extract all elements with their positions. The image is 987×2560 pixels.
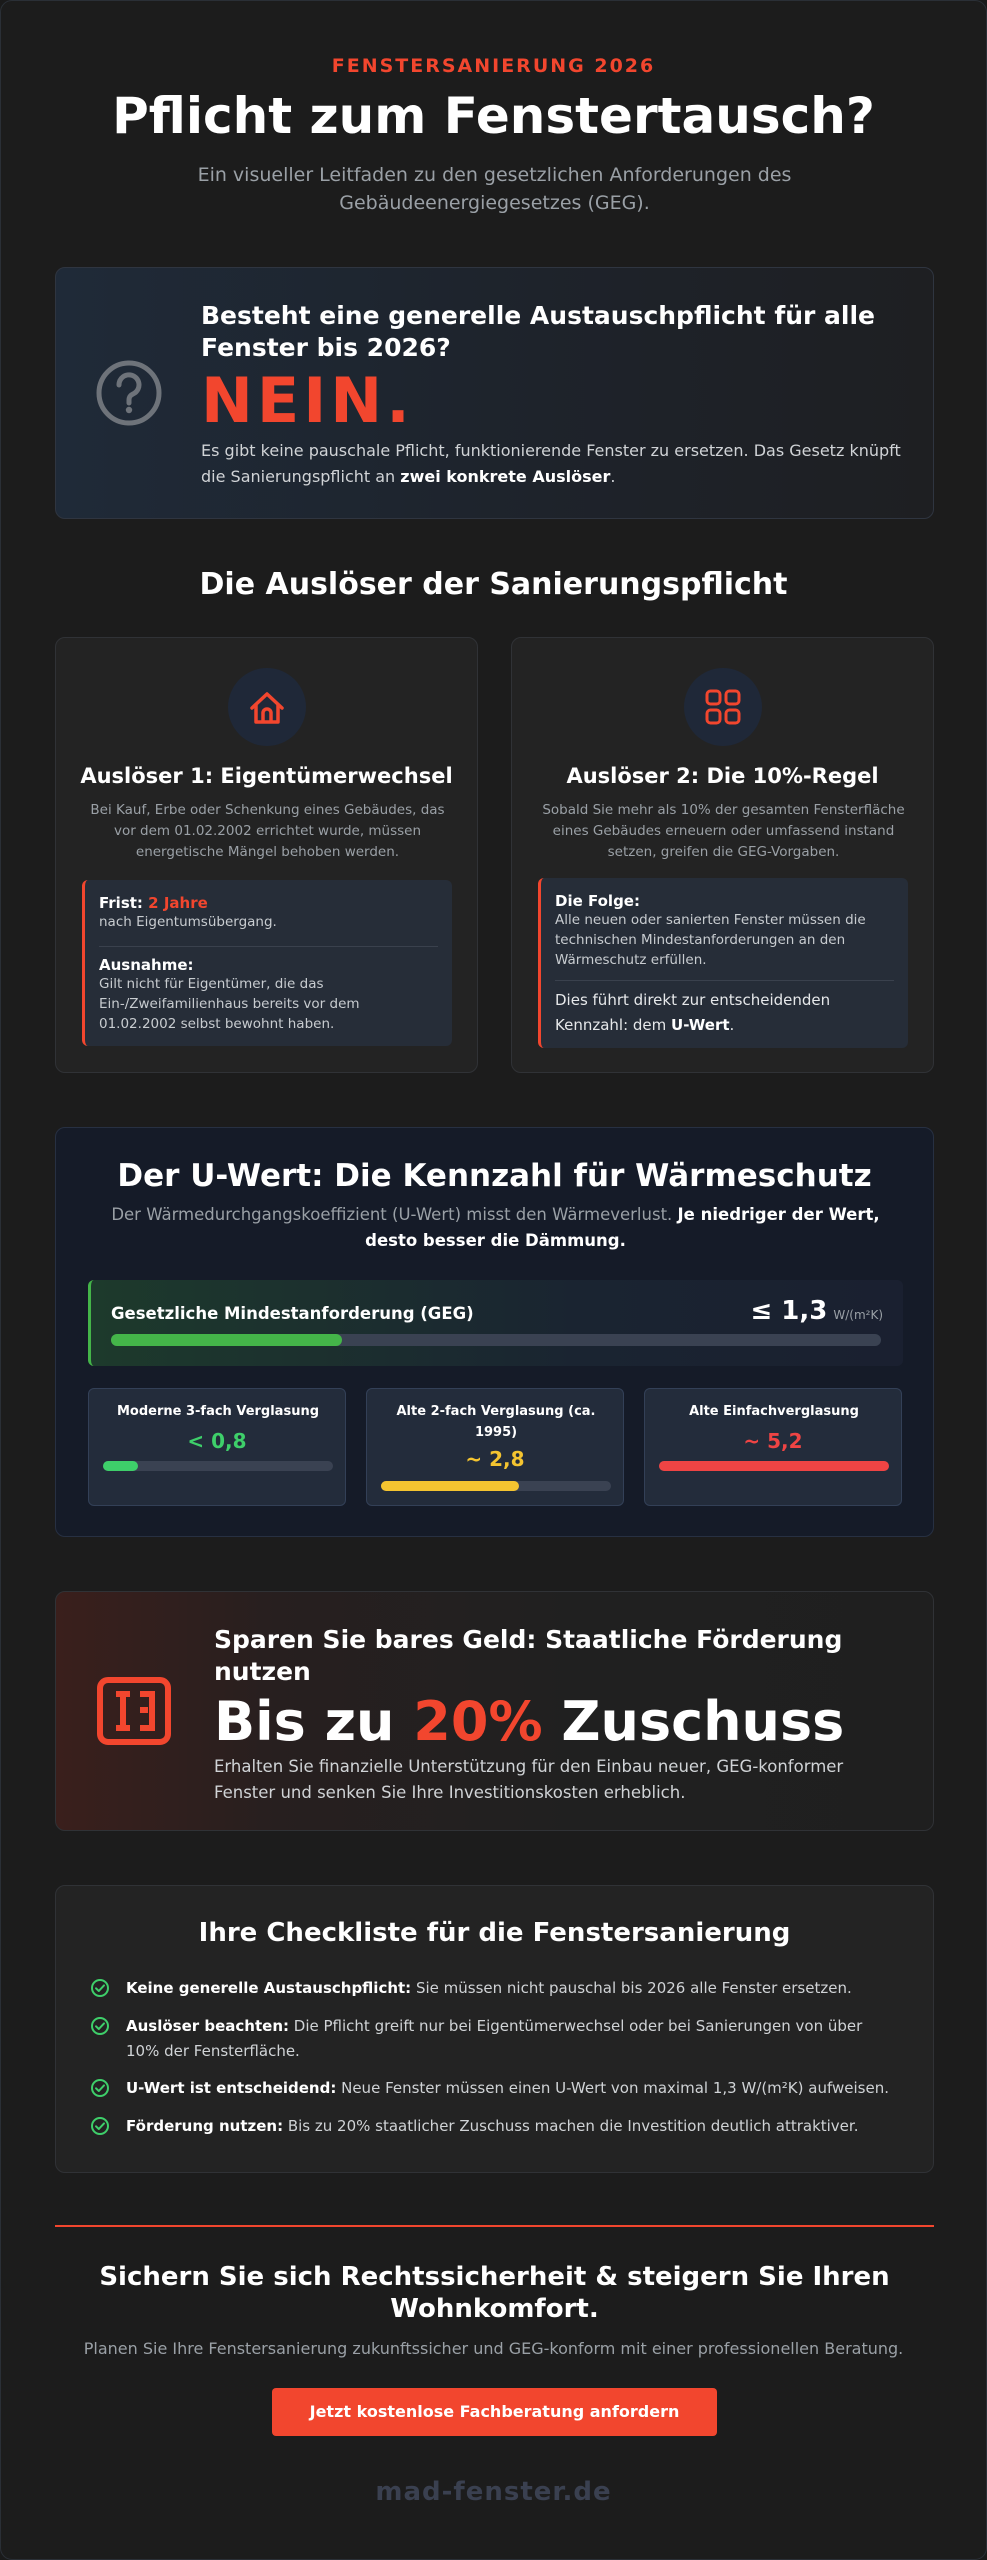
footer-divider [55, 2225, 934, 2227]
uwert-card-label: Alte Einfachverglasung [689, 1404, 859, 1419]
funding-headline: Bis zu 20% Zuschuss [214, 1690, 845, 1753]
subsidy-icon [97, 1677, 171, 1745]
uwert-card-bar-track [381, 1481, 611, 1491]
trigger-description: Bei Kauf, Erbe oder Schenkung eines Gebä… [90, 802, 445, 860]
funding-card: Sparen Sie bares Geld: Staatliche Förder… [55, 1591, 934, 1831]
uwert-card-label: Moderne 3-fach Verglasung [116, 1404, 320, 1419]
trigger-title: Auslöser 2: Die 10%-Regel [566, 764, 879, 788]
answer-text: Es gibt keine pauschale Pflicht, funktio… [201, 441, 901, 486]
uwert-title: Der U-Wert: Die Kennzahl für Wärmeschutz [117, 1158, 872, 1194]
checklist-text: Förderung nutzen: Bis zu 20% staatlicher… [126, 2117, 859, 2135]
page-title: Pflicht zum Fenstertausch? [112, 87, 875, 145]
answer-question: Besteht eine generelle Austauschpflicht … [201, 301, 875, 362]
uwert-card-value: < 0,8 [187, 1429, 247, 1453]
uwert-card-value: ~ 2,8 [465, 1447, 525, 1471]
uwert-card-bar-fill [659, 1461, 889, 1471]
exception-label: Ausnahme: [99, 956, 194, 974]
box-divider [555, 980, 894, 981]
consequence-text: Alle neuen oder sanierten Fenster müssen… [555, 912, 866, 968]
uwert-card-bar-fill [103, 1461, 138, 1471]
trigger-card-owner-change: Auslöser 1: Eigentümerwechsel Bei Kauf, … [55, 637, 478, 1073]
checklist-text: Auslöser beachten: Die Pflicht greift nu… [126, 2017, 863, 2060]
geg-value: ≤ 1,3 W/(m²K) [750, 1296, 883, 1326]
triggers-section-title: Die Auslöser der Sanierungspflicht [199, 567, 788, 602]
trigger-icon-circle [684, 668, 762, 746]
check-circle-icon [91, 2117, 109, 2135]
checklist-title: Ihre Checkliste für die Fenstersanierung [198, 1918, 791, 1948]
answer-verdict: NEIN. [201, 364, 414, 437]
eyebrow: FENSTERSANIERUNG 2026 [331, 55, 656, 77]
checklist-card: Ihre Checkliste für die Fenstersanierung… [55, 1885, 934, 2173]
trigger-title: Auslöser 1: Eigentümerwechsel [80, 764, 453, 788]
checklist-text: Keine generelle Austauschpflicht: Sie mü… [126, 1979, 852, 1997]
uwert-section: Der U-Wert: Die Kennzahl für Wärmeschutz… [55, 1127, 934, 1537]
uwert-card-bar-track [659, 1461, 889, 1471]
uwert-card-single: Alte Einfachverglasung ~ 5,2 [644, 1388, 902, 1506]
answer-card: Besteht eine generelle Austauschpflicht … [55, 267, 934, 519]
check-circle-icon [91, 1979, 109, 1997]
trigger-card-ten-percent: Auslöser 2: Die 10%-Regel Sobald Sie meh… [511, 637, 934, 1073]
geg-bar-track [111, 1334, 881, 1346]
geg-label: Gesetzliche Mindestanforderung (GEG) [111, 1304, 474, 1323]
cta-subtitle: Planen Sie Ihre Fenstersanierung zukunft… [83, 2339, 904, 2358]
grid-window-icon [705, 689, 741, 725]
geg-requirement-bar: Gesetzliche Mindestanforderung (GEG) ≤ 1… [88, 1280, 903, 1366]
exception-block: Ausnahme: Gilt nicht für Eigentümer, die… [99, 956, 439, 1034]
uwert-card-label: Alte 2-fach Verglasung (ca. 1995) [396, 1404, 596, 1440]
exception-text: Gilt nicht für Eigentümer, die das Ein-/… [99, 976, 360, 1032]
uwert-card-bar-track [103, 1461, 333, 1471]
uwert-card-triple: Moderne 3-fach Verglasung < 0,8 [88, 1388, 346, 1506]
uwert-card-bar-fill [381, 1481, 519, 1491]
uwert-card-value: ~ 5,2 [743, 1429, 803, 1453]
checklist-text: U-Wert ist entscheidend: Neue Fenster mü… [126, 2079, 889, 2097]
funding-title: Sparen Sie bares Geld: Staatliche Förder… [214, 1625, 843, 1686]
trigger-detail-box: Frist: 2 Jahre nach Eigentumsübergang. A… [82, 880, 452, 1046]
deadline-value: 2 Jahre [148, 894, 208, 912]
box-divider [99, 946, 438, 947]
check-circle-icon [91, 2079, 109, 2097]
trigger-description: Sobald Sie mehr als 10% der gesamten Fen… [542, 802, 905, 860]
deadline-text: nach Eigentumsübergang. [99, 914, 277, 930]
consequence-label: Die Folge: [555, 892, 640, 910]
uwert-card-double: Alte 2-fach Verglasung (ca. 1995) ~ 2,8 [366, 1388, 624, 1506]
uwert-subtitle: Der Wärmedurchgangskoeffizient (U-Wert) … [111, 1205, 880, 1250]
house-icon [250, 692, 284, 724]
geg-bar-fill [111, 1334, 342, 1346]
trigger-detail-box: Die Folge: Alle neuen oder sanierten Fen… [538, 878, 908, 1048]
uwert-lead-text: Dies führt direkt zur entscheidenden Ken… [555, 991, 831, 1034]
request-consultation-button[interactable]: Jetzt kostenlose Fachberatung anfordern [272, 2388, 717, 2436]
cta-title: Sichern Sie sich Rechtssicherheit & stei… [99, 2262, 890, 2324]
deadline-block: Frist: 2 Jahre nach Eigentumsübergang. [99, 894, 439, 932]
brand-logo-text: mad-fenster.de [375, 2477, 612, 2507]
check-circle-icon [91, 2017, 109, 2035]
page-subtitle: Ein visueller Leitfaden zu den gesetzlic… [197, 164, 792, 214]
trigger-icon-circle [228, 668, 306, 746]
consequence-block: Die Folge: Alle neuen oder sanierten Fen… [555, 892, 895, 970]
funding-text: Erhalten Sie finanzielle Unterstützung f… [214, 1757, 844, 1802]
deadline-label: Frist: [99, 894, 143, 912]
question-circle-icon [96, 360, 162, 426]
